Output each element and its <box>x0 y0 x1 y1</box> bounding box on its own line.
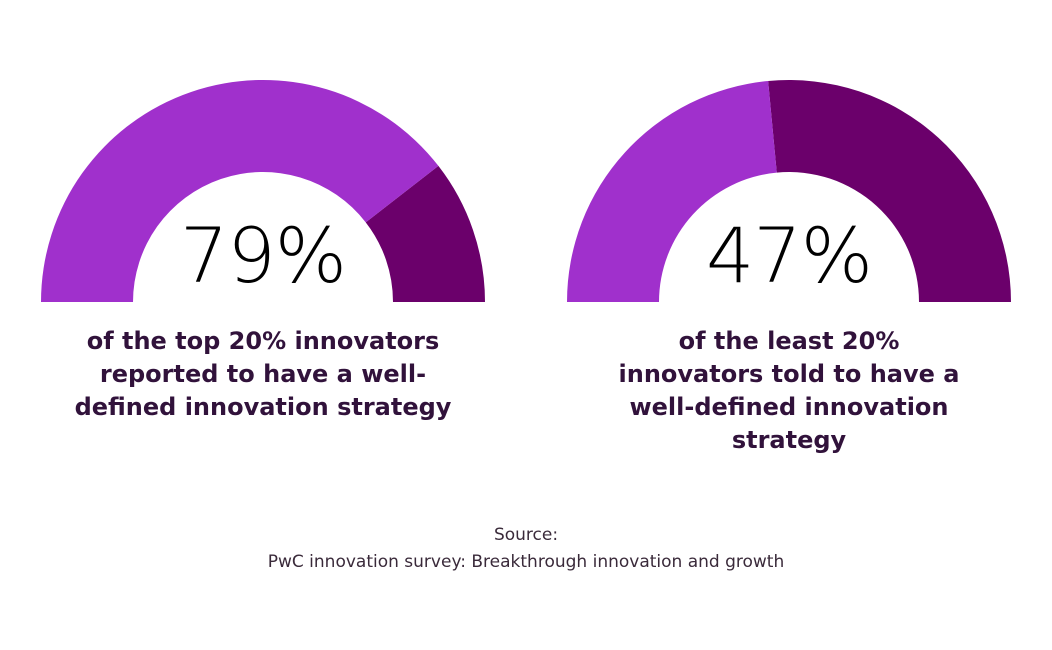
gauge-panel-top-innovators: 79% of the top 20% innovators reported t… <box>0 0 526 500</box>
gauge-panels: 79% of the top 20% innovators reported t… <box>0 0 1052 500</box>
half-donut-gauge-79: 79% <box>41 79 485 302</box>
gauge-value-arc <box>41 80 439 302</box>
gauge-svg-47 <box>567 80 1011 302</box>
source-label: Source: <box>493 525 559 545</box>
gauge-caption: of the least 20% innovators told to have… <box>618 327 960 454</box>
gauge-caption: of the top 20% innovators reported to ha… <box>74 327 452 421</box>
source-note: Source: PwC innovation survey: Breakthro… <box>0 522 1052 576</box>
half-donut-gauge-47: 47% <box>567 79 1011 302</box>
gauge-panel-least-innovators: 47% of the least 20% innovators told to … <box>526 0 1052 500</box>
gauge-value-label: 79% <box>180 211 347 300</box>
gauge-remainder-arc <box>768 80 1011 302</box>
source-citation: PwC innovation survey: Breakthrough inno… <box>267 552 785 573</box>
gauge-remainder-arc <box>365 165 485 302</box>
gauge-value-label: 47% <box>706 211 873 300</box>
gauge-svg-79 <box>41 80 485 302</box>
gauge-value-arc <box>567 80 777 302</box>
